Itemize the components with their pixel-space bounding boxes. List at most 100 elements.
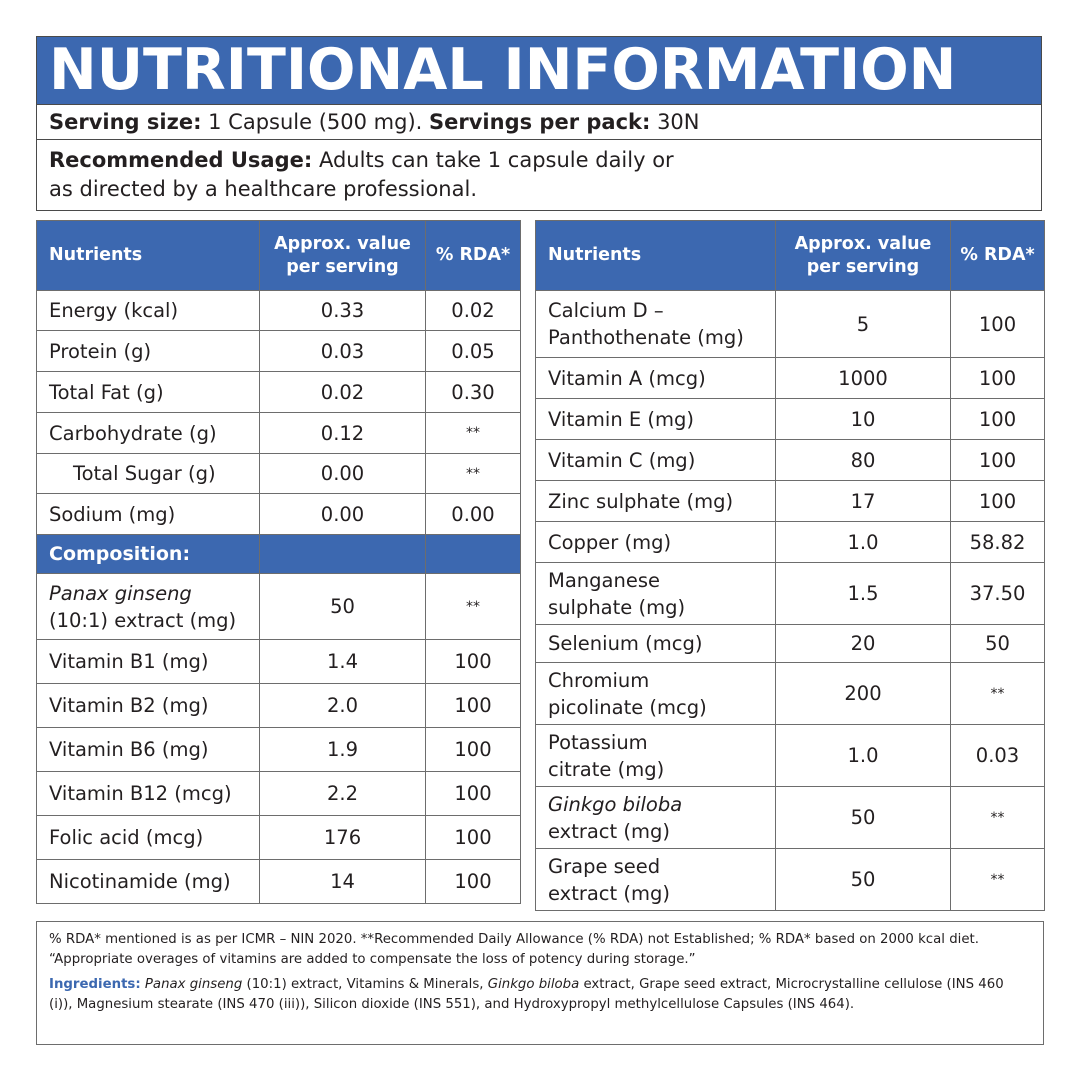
nutrient-value: 1.0 bbox=[775, 521, 951, 563]
nutrient-value: 0.00 bbox=[259, 493, 426, 535]
usage-line1: Adults can take 1 capsule daily or bbox=[312, 148, 674, 172]
nutrient-name: Vitamin B1 (mg) bbox=[36, 639, 260, 684]
col-header-value: Approx. value per serving bbox=[259, 220, 426, 291]
nutrient-value: 0.33 bbox=[259, 290, 426, 331]
rda-footnote: % RDA* mentioned is as per ICMR – NIN 20… bbox=[49, 932, 979, 967]
nutrient-name: Vitamin C (mg) bbox=[535, 439, 776, 481]
col-header-rda: % RDA* bbox=[425, 220, 521, 291]
table-row: Chromium picolinate (mcg) 200 ** bbox=[535, 662, 1045, 725]
nutrient-rda: 0.02 bbox=[425, 290, 521, 331]
table-header-row: Nutrients Approx. value per serving % RDA… bbox=[535, 220, 1045, 291]
nutrient-name: Energy (kcal) bbox=[36, 290, 260, 331]
table-row: Vitamin B2 (mg) 2.0 100 bbox=[36, 683, 521, 728]
servings-per-pack-value: 30N bbox=[650, 110, 700, 134]
nutrient-rda: 100 bbox=[425, 639, 521, 684]
table-row: Potassium citrate (mg) 1.0 0.03 bbox=[535, 724, 1045, 787]
table-row: Vitamin E (mg) 10 100 bbox=[535, 398, 1045, 440]
nutrient-name: Vitamin B12 (mcg) bbox=[36, 771, 260, 816]
servings-per-pack-label: Servings per pack: bbox=[429, 110, 651, 134]
nutrient-value: 200 bbox=[775, 662, 951, 725]
ingredients-list: Ingredients: Panax ginseng (10:1) extrac… bbox=[49, 977, 1004, 1012]
nutrient-name: Nicotinamide (mg) bbox=[36, 859, 260, 904]
nutrient-value: 14 bbox=[259, 859, 426, 904]
table-row: Zinc sulphate (mg) 17 100 bbox=[535, 480, 1045, 522]
serving-info: Serving size: 1 Capsule (500 mg). Servin… bbox=[37, 105, 1041, 140]
footnote-box: % RDA* mentioned is as per ICMR – NIN 20… bbox=[36, 921, 1044, 1045]
nutrient-value: 20 bbox=[775, 624, 951, 663]
nutrients-table-left: Nutrients Approx. value per serving % RDA… bbox=[36, 220, 521, 904]
table-row: Sodium (mg) 0.00 0.00 bbox=[36, 493, 521, 535]
nutrient-value: 50 bbox=[775, 786, 951, 849]
nutrient-value: 0.00 bbox=[259, 453, 426, 494]
table-row: Vitamin A (mcg) 1000 100 bbox=[535, 357, 1045, 399]
table-row: Vitamin C (mg) 80 100 bbox=[535, 439, 1045, 481]
nutrient-rda: 0.30 bbox=[425, 371, 521, 413]
nutrient-rda: 100 bbox=[950, 290, 1045, 358]
nutrient-name: Copper (mg) bbox=[535, 521, 776, 563]
table-header-row: Nutrients Approx. value per serving % RDA… bbox=[36, 220, 521, 291]
header-box: NUTRITIONAL INFORMATION Serving size: 1 … bbox=[36, 36, 1042, 211]
serving-size-label: Serving size: bbox=[49, 110, 202, 134]
composition-label: Composition: bbox=[36, 534, 260, 574]
nutrient-name: Protein (g) bbox=[36, 330, 260, 372]
nutrient-name: Selenium (mcg) bbox=[535, 624, 776, 663]
nutrient-rda: 0.00 bbox=[425, 493, 521, 535]
nutrient-name: Calcium D – Panthothenate (mg) bbox=[535, 290, 776, 358]
recommended-usage: Recommended Usage: Adults can take 1 cap… bbox=[37, 140, 1041, 210]
nutrient-name: Total Fat (g) bbox=[36, 371, 260, 413]
nutrient-rda: 100 bbox=[950, 480, 1045, 522]
nutrient-name: Panax ginseng (10:1) extract (mg) bbox=[36, 573, 260, 640]
nutrient-value: 50 bbox=[259, 573, 426, 640]
nutrient-value: 1.4 bbox=[259, 639, 426, 684]
table-row: Energy (kcal) 0.33 0.02 bbox=[36, 290, 521, 331]
nutrient-name: Sodium (mg) bbox=[36, 493, 260, 535]
col-header-nutrients: Nutrients bbox=[36, 220, 260, 291]
nutrient-value: 0.03 bbox=[259, 330, 426, 372]
nutrient-rda: 0.03 bbox=[950, 724, 1045, 787]
nutrient-value: 176 bbox=[259, 815, 426, 860]
nutrient-rda: 100 bbox=[425, 683, 521, 728]
table-row: Vitamin B1 (mg) 1.4 100 bbox=[36, 639, 521, 684]
nutrient-name: Vitamin B6 (mg) bbox=[36, 727, 260, 772]
serving-size-value: 1 Capsule (500 mg). bbox=[201, 110, 430, 134]
col-header-nutrients: Nutrients bbox=[535, 220, 776, 291]
table-row: Nicotinamide (mg) 14 100 bbox=[36, 859, 521, 904]
table-row: Grape seed extract (mg) 50 ** bbox=[535, 848, 1045, 911]
nutrient-name: Grape seed extract (mg) bbox=[535, 848, 776, 911]
nutrient-value: 5 bbox=[775, 290, 951, 358]
nutrient-rda: 0.05 bbox=[425, 330, 521, 372]
nutrient-value: 1000 bbox=[775, 357, 951, 399]
nutrient-value: 2.0 bbox=[259, 683, 426, 728]
table-row: Total Sugar (g) 0.00 ** bbox=[36, 453, 521, 494]
nutrient-value: 17 bbox=[775, 480, 951, 522]
table-row: Manganese sulphate (mg) 1.5 37.50 bbox=[535, 562, 1045, 625]
col-header-value: Approx. value per serving bbox=[775, 220, 951, 291]
nutrient-value: 10 bbox=[775, 398, 951, 440]
nutrients-table-right: Nutrients Approx. value per serving % RDA… bbox=[535, 220, 1045, 911]
nutrient-rda: 100 bbox=[425, 859, 521, 904]
nutrient-value: 1.0 bbox=[775, 724, 951, 787]
nutrient-rda: ** bbox=[950, 786, 1045, 849]
nutrient-name: Folic acid (mcg) bbox=[36, 815, 260, 860]
nutrient-value: 50 bbox=[775, 848, 951, 911]
usage-label: Recommended Usage: bbox=[49, 148, 313, 172]
nutrient-rda: ** bbox=[425, 453, 521, 494]
nutrient-value: 2.2 bbox=[259, 771, 426, 816]
col-header-rda: % RDA* bbox=[950, 220, 1045, 291]
nutrient-name: Manganese sulphate (mg) bbox=[535, 562, 776, 625]
nutrient-rda: ** bbox=[950, 848, 1045, 911]
nutrient-rda: ** bbox=[425, 573, 521, 640]
nutrient-rda: ** bbox=[950, 662, 1045, 725]
table-row: Folic acid (mcg) 176 100 bbox=[36, 815, 521, 860]
nutrient-name: Vitamin B2 (mg) bbox=[36, 683, 260, 728]
nutrient-name: Vitamin A (mcg) bbox=[535, 357, 776, 399]
nutrient-rda: 50 bbox=[950, 624, 1045, 663]
nutrient-name: Vitamin E (mg) bbox=[535, 398, 776, 440]
nutrient-rda: 100 bbox=[425, 771, 521, 816]
nutrient-name: Potassium citrate (mg) bbox=[535, 724, 776, 787]
nutrient-value: 0.02 bbox=[259, 371, 426, 413]
table-row: Total Fat (g) 0.02 0.30 bbox=[36, 371, 521, 413]
nutrient-name: Chromium picolinate (mcg) bbox=[535, 662, 776, 725]
table-row: Selenium (mcg) 20 50 bbox=[535, 624, 1045, 663]
nutrient-value: 1.9 bbox=[259, 727, 426, 772]
